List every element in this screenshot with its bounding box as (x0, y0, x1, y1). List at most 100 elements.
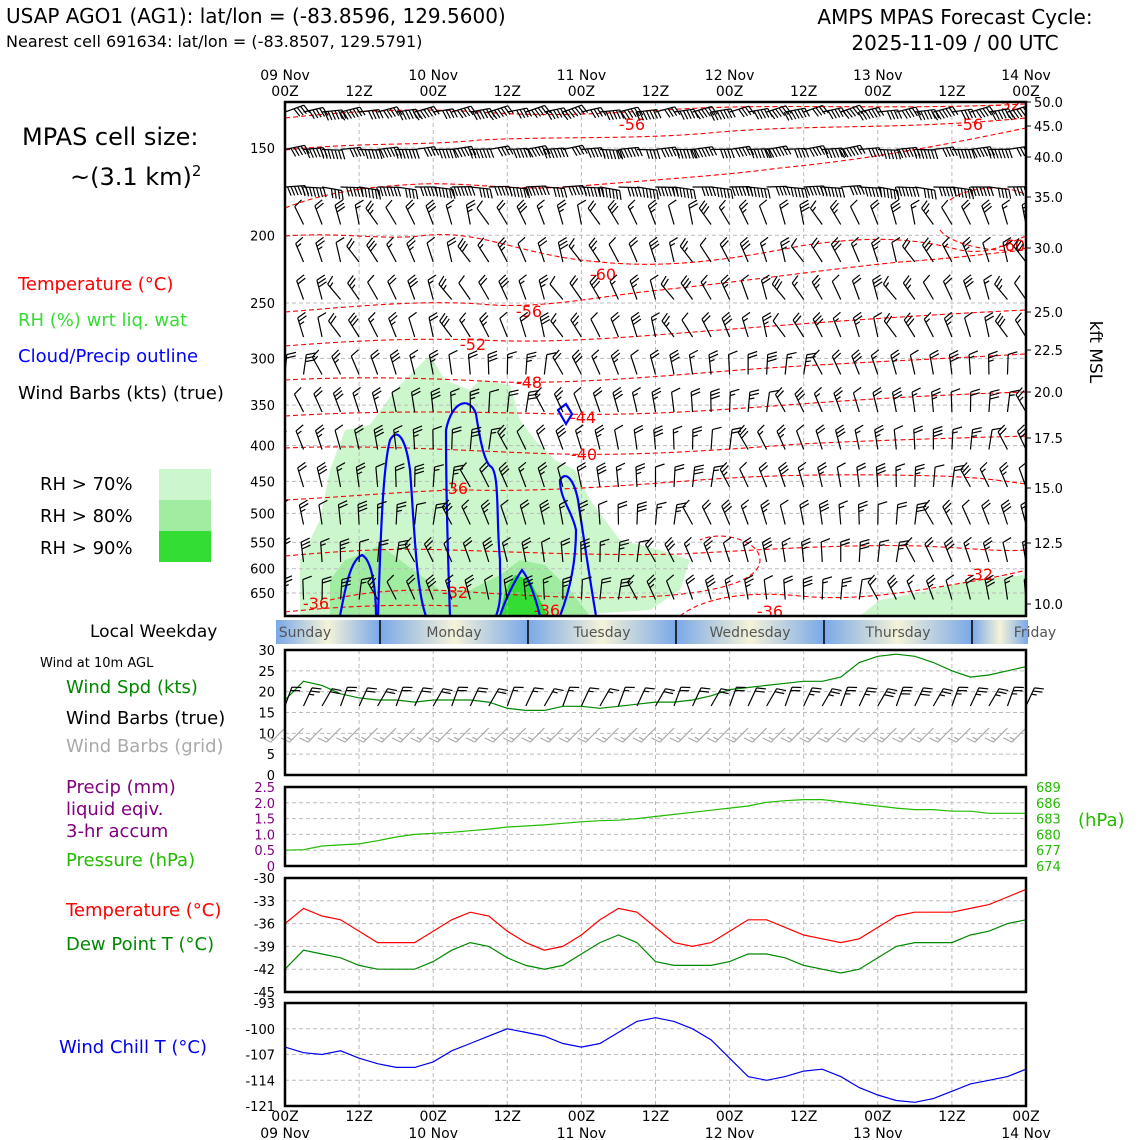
xs-wind-barb (534, 387, 545, 413)
xs-wind-barb (295, 236, 305, 263)
xs-wind-barb (609, 274, 619, 300)
xs-wind-barb (367, 574, 379, 600)
xs-wind-barb (988, 186, 1012, 199)
xs-wind-barb (321, 576, 332, 600)
true-wind-barb (914, 687, 933, 707)
true-wind-barb (710, 688, 731, 707)
xs-wind-barb (737, 424, 749, 450)
xs-wind-barb (573, 386, 582, 413)
temp-contour-3 (285, 234, 1026, 265)
xs-wind-barb (394, 463, 405, 488)
xs-wind-barb (539, 499, 550, 525)
xs-wind-barb (913, 425, 924, 450)
xs-wind-barb (301, 186, 327, 198)
true-wind-barb (395, 686, 413, 707)
xs-wind-barb (969, 426, 982, 450)
grid-wind-barb (336, 727, 360, 743)
true-wind-barb (321, 688, 342, 707)
xs-wind-barb (1004, 574, 1014, 600)
xs-wind-barb (983, 274, 993, 300)
true-wind-barb (1006, 686, 1024, 707)
xs-wind-barb (772, 312, 786, 338)
xs-wind-barb (739, 236, 751, 263)
grid-wind-barb (891, 727, 916, 743)
xs-wind-barb (763, 575, 774, 600)
xs-wind-barb (389, 349, 401, 375)
xs-wind-barb (680, 275, 694, 300)
p-temp-ytick: -42 (254, 963, 275, 978)
weekday-cell (824, 620, 972, 644)
bottom-date-tick: 10 Nov (408, 1126, 458, 1140)
xs-wind-barb (933, 146, 958, 158)
xs-wind-barb (496, 199, 508, 225)
xs-wind-barb (700, 274, 712, 300)
xs-wind-barb (580, 576, 592, 600)
true-wind-barb (803, 687, 822, 707)
xs-wind-barb (792, 312, 805, 338)
xs-wind-barb (479, 311, 490, 338)
xs-wind-barb (560, 537, 571, 563)
xs-wind-barb (516, 424, 527, 450)
cell-size-sup: 2 (191, 162, 202, 180)
xs-wind-barb (963, 274, 974, 300)
xs-wind-barb (542, 575, 553, 600)
windchill-label: Wind Chill T (°C) (59, 1037, 207, 1058)
xs-wind-barb (450, 388, 460, 413)
xs-wind-barb (395, 501, 407, 525)
xs-top-hour: 00Z (568, 84, 595, 100)
bottom-date-tick: 09 Nov (260, 1126, 310, 1140)
temp-contour-label: -40 (571, 445, 597, 464)
grid-wind-barb (854, 727, 879, 743)
xs-wind-barb (742, 536, 753, 563)
xs-wind-barb (543, 352, 557, 375)
xs-wind-barb (549, 275, 564, 300)
xs-wind-barb (667, 199, 677, 225)
xs-wind-barb (359, 148, 383, 160)
xs-wind-barb (649, 349, 660, 375)
xs-wind-barb (704, 574, 716, 600)
true-wind-barb (988, 688, 1009, 707)
weekday-label: Local Weekday (90, 622, 218, 642)
xs-wind-barb (462, 536, 473, 563)
xs-wind-barb (610, 349, 621, 375)
xs-wind-barb (914, 502, 927, 525)
xs-kft-tick: 17.5 (1034, 432, 1063, 447)
xs-kft-tick: 45.0 (1034, 120, 1063, 135)
xs-wind-barb (711, 186, 734, 199)
xs-top-hour: 00Z (419, 84, 446, 100)
xs-wind-barb (774, 387, 786, 413)
xs-wind-barb (933, 186, 957, 197)
xs-wind-barb (942, 499, 953, 525)
cloud-outline-3 (498, 568, 542, 616)
xs-wind-barb (377, 539, 389, 563)
xs-wind-barb (794, 386, 806, 413)
xs-wind-barb (297, 461, 307, 488)
bottom-hour-tick: 00Z (1012, 1109, 1039, 1125)
xs-wind-barb (858, 538, 870, 563)
xs-wind-barb (285, 104, 311, 117)
xs-wind-barb (469, 388, 480, 412)
xs-wind-barb (334, 199, 346, 225)
true-wind-barb (562, 686, 580, 707)
xs-top-date: 14 Nov (1001, 68, 1051, 84)
xs-kft-axis-label: kft MSL (1085, 321, 1105, 384)
xs-wind-barb (709, 108, 736, 121)
true-wind-barb (358, 687, 378, 707)
xs-wind-barb (802, 575, 813, 600)
legend-barbs: Wind Barbs (kts) (true) (18, 383, 224, 404)
xs-wind-barb (692, 186, 717, 197)
xs-wind-barb (1017, 424, 1026, 450)
cloud-outline-0 (338, 553, 378, 616)
xs-wind-barb (636, 501, 647, 525)
xs-wind-barb (523, 575, 534, 600)
xs-wind-barb (840, 576, 852, 600)
xs-wind-barb (432, 464, 444, 488)
weekday-2: Tuesday (573, 625, 631, 641)
xs-wind-barb (822, 147, 847, 159)
xs-wind-barb (423, 536, 434, 563)
grid-wind-barb (743, 727, 768, 743)
xs-wind-barb (692, 105, 718, 120)
true-wind-barb (636, 687, 655, 707)
xs-wind-barb (636, 539, 649, 563)
xs-wind-barb (831, 274, 842, 300)
